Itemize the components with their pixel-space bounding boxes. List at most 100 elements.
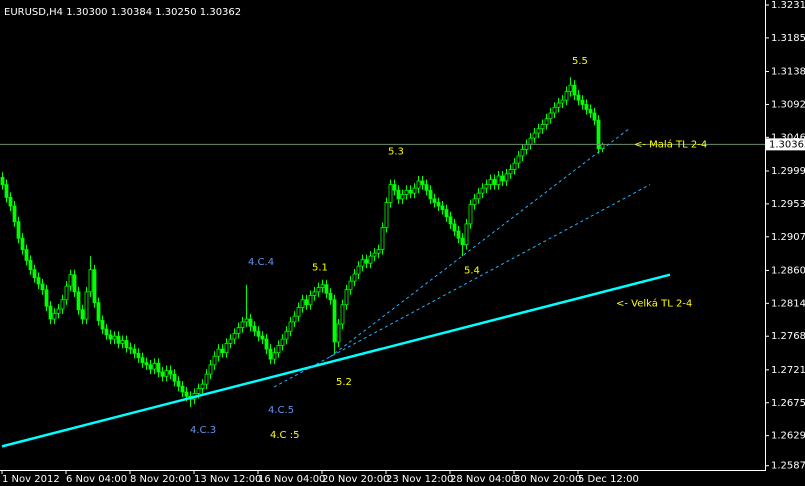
candle-body: [592, 112, 597, 121]
annotation: 5.4: [464, 265, 480, 276]
candle-body: [8, 197, 13, 207]
candle-body: [552, 106, 557, 114]
candle-body: [12, 205, 17, 223]
candle-body: [392, 184, 397, 191]
y-tick-label: 1.29070: [771, 232, 805, 243]
candle-body: [508, 169, 513, 175]
candle-body: [264, 338, 269, 350]
candle-body: [96, 302, 101, 321]
candle-body: [560, 99, 565, 104]
candle-body: [60, 299, 65, 310]
candle-body: [484, 184, 489, 189]
trendline: [329, 127, 631, 358]
x-tick-label: 6 Nov 04:00: [66, 474, 127, 485]
candle-body: [76, 291, 81, 311]
y-tick-label: 1.31380: [771, 67, 805, 78]
candle-body: [492, 179, 497, 185]
x-tick-label: 23 Nov 12:00: [386, 474, 453, 485]
candle-body: [52, 312, 57, 320]
candle-body: [332, 299, 337, 343]
candle-body: [368, 255, 373, 264]
candle-body: [588, 109, 593, 114]
candle-body: [268, 348, 273, 360]
annotation: 5.2: [336, 377, 352, 388]
plot-area: 5.5 5.3 5.1 4.C.4 5.4 5.2 4.C.5 4.C.3 4.C :5 <- M…: [0, 56, 765, 448]
candle-body: [572, 84, 577, 96]
candle-body: [204, 373, 209, 385]
candle-body: [488, 179, 493, 185]
candle-body: [208, 364, 213, 375]
candle-body: [132, 348, 137, 354]
candle-body: [112, 335, 117, 340]
candle-body: [88, 269, 93, 293]
candle-body: [460, 237, 465, 246]
annotation: <- Velká TL 2-4: [616, 297, 692, 309]
candle-body: [216, 348, 221, 357]
candle-body: [444, 209, 449, 218]
candle-body: [372, 252, 377, 257]
candle-body: [164, 370, 169, 377]
candle-body: [312, 291, 317, 296]
candle-body: [148, 364, 153, 370]
annotation: 5.1: [312, 263, 328, 274]
candle-body: [596, 119, 601, 150]
candle-body: [520, 149, 525, 157]
candle-body: [512, 162, 517, 170]
x-tick-label: 8 Nov 20:00: [130, 474, 191, 485]
candle-body: [244, 318, 249, 323]
candle-body: [92, 269, 97, 304]
candle-body: [424, 184, 429, 191]
candle-body: [556, 102, 561, 108]
candle-body: [28, 259, 33, 271]
x-tick-label: 28 Nov 04:00: [450, 474, 517, 485]
candle-body: [116, 335, 121, 344]
candle-body: [500, 175, 505, 182]
candle-body: [184, 391, 189, 397]
candle-body: [172, 373, 177, 382]
y-tick-label: 1.30920: [771, 99, 805, 110]
candle-body: [64, 285, 69, 301]
candle-body: [68, 274, 73, 287]
candle-body: [32, 269, 37, 278]
candle-body: [440, 205, 445, 211]
y-tick-label: 1.27680: [771, 331, 805, 342]
candle-body: [220, 348, 225, 354]
candle-body: [464, 223, 469, 246]
candle-body: [224, 342, 229, 354]
candle-body: [120, 340, 125, 344]
candle-body: [504, 173, 509, 182]
candle-body: [568, 84, 573, 92]
candle-body: [16, 221, 21, 239]
candle-body: [144, 362, 149, 366]
candle-body: [276, 345, 281, 354]
annotation: 4.C :5: [270, 430, 299, 441]
current-price-box: [766, 138, 805, 151]
candle-body: [324, 284, 329, 294]
candle-body: [84, 291, 89, 320]
annotation: <- Malá TL 2-4: [634, 139, 707, 151]
y-tick-label: 1.32310: [771, 0, 805, 11]
candle-body: [4, 184, 9, 198]
trendline: [273, 184, 651, 388]
y-tick-label: 1.29530: [771, 199, 805, 210]
candle-body: [456, 230, 461, 239]
y-tick-label: 1.26290: [771, 431, 805, 442]
candle-body: [176, 380, 181, 387]
x-tick-label: 13 Nov 12:00: [194, 474, 261, 485]
candle-body: [344, 289, 349, 306]
candle-body: [448, 216, 453, 225]
candle-body: [412, 187, 417, 194]
candle-body: [516, 155, 521, 164]
candle-body: [40, 283, 45, 291]
candle-body: [272, 352, 277, 360]
candle-body: [44, 289, 49, 307]
candle-body: [580, 99, 585, 105]
candle-body: [396, 189, 401, 200]
candle-body: [104, 328, 109, 336]
candle-body: [480, 187, 485, 194]
candle-body: [452, 223, 457, 232]
candle-body: [128, 347, 133, 350]
candle-body: [320, 284, 325, 288]
candle-body: [284, 330, 289, 340]
